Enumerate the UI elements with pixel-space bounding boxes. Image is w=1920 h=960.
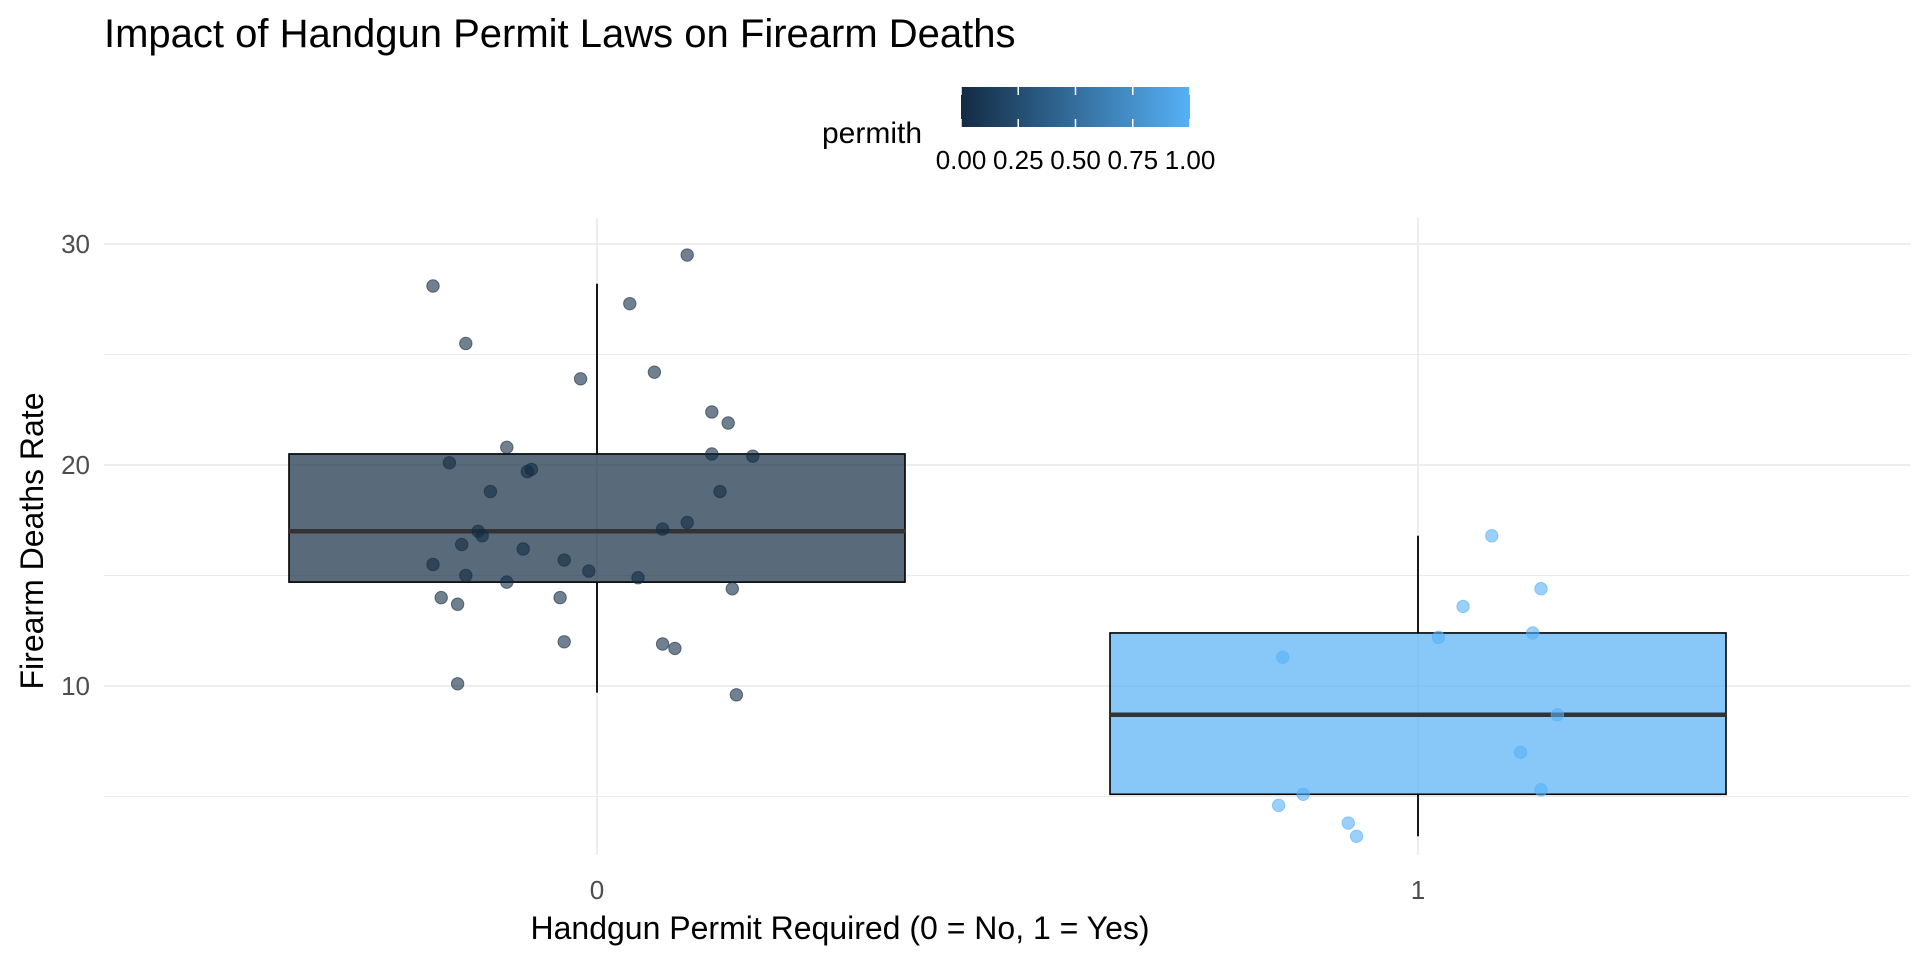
x-axis-title: Handgun Permit Required (0 = No, 1 = Yes… xyxy=(530,910,1149,946)
data-point xyxy=(426,279,440,293)
x-tick-label: 0 xyxy=(590,875,604,905)
data-point xyxy=(450,677,465,691)
data-point xyxy=(647,365,662,379)
data-point xyxy=(475,529,489,543)
legend-label: 0.50 xyxy=(1050,145,1101,175)
data-point xyxy=(655,637,670,651)
legend-label: 1.00 xyxy=(1165,145,1216,175)
legend: permith 0.00 0.25 0.50 0.75 1.00 xyxy=(822,87,1215,175)
data-point xyxy=(668,641,682,656)
data-point xyxy=(434,590,448,605)
data-point xyxy=(1534,582,1548,596)
data-point xyxy=(705,405,719,419)
data-point xyxy=(500,575,514,589)
data-point xyxy=(1276,650,1290,664)
chart-title: Impact of Handgun Permit Laws on Firearm… xyxy=(104,12,1016,56)
data-point xyxy=(746,449,760,463)
data-point xyxy=(1349,829,1364,843)
legend-title: permith xyxy=(822,117,922,150)
data-point xyxy=(721,416,735,430)
x-tick-label: 1 xyxy=(1411,875,1425,905)
y-axis-title: Firearm Deaths Rate xyxy=(14,393,50,690)
data-point xyxy=(459,336,473,351)
data-point xyxy=(680,248,694,262)
data-point xyxy=(623,296,637,311)
data-point xyxy=(1341,816,1356,830)
data-point xyxy=(713,484,727,499)
data-point xyxy=(573,372,588,386)
data-point xyxy=(557,553,571,567)
data-point xyxy=(450,597,465,611)
data-point xyxy=(442,456,457,470)
legend-label: 0.25 xyxy=(993,145,1044,175)
data-point xyxy=(729,688,744,702)
data-point xyxy=(655,522,670,536)
data-point xyxy=(1431,630,1446,645)
data-point xyxy=(1526,626,1540,640)
data-point xyxy=(500,440,514,455)
y-tick-label: 30 xyxy=(61,229,90,259)
data-point xyxy=(725,582,739,596)
data-point xyxy=(1513,745,1528,759)
data-point xyxy=(1456,599,1470,614)
y-tick-label: 10 xyxy=(61,671,90,701)
data-point xyxy=(516,542,530,556)
y-tick-label: 20 xyxy=(61,450,90,480)
data-point xyxy=(631,571,645,585)
data-point xyxy=(1550,708,1565,722)
legend-label: 0.00 xyxy=(936,145,987,175)
data-point xyxy=(553,590,567,605)
box-iqr xyxy=(288,453,906,583)
data-point xyxy=(557,635,571,649)
data-point xyxy=(455,537,469,552)
data-point xyxy=(1271,798,1286,813)
data-point xyxy=(582,564,596,578)
data-point xyxy=(520,464,534,479)
data-point xyxy=(680,515,694,530)
data-point xyxy=(483,484,498,499)
data-point xyxy=(459,568,473,583)
data-point xyxy=(705,447,719,461)
legend-label: 0.75 xyxy=(1107,145,1158,175)
data-point xyxy=(1485,529,1499,543)
data-point xyxy=(1296,787,1310,801)
data-point xyxy=(1534,783,1548,797)
data-point xyxy=(426,557,440,572)
